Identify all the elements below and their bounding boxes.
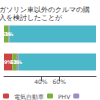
svg-text:ガソリン車以外のクルマの購: ガソリン車以外のクルマの購 <box>0 6 90 14</box>
svg-text:60%: 60% <box>53 78 67 85</box>
svg-text:9%: 9% <box>3 59 13 65</box>
svg-text:電気自動車: 電気自動車 <box>14 93 44 100</box>
svg-text:2%: 2% <box>14 59 23 65</box>
svg-text:入を検討したことが: 入を検討したことが <box>0 14 63 22</box>
svg-text:1%: 1% <box>5 31 14 37</box>
svg-text:PHV: PHV <box>58 93 71 100</box>
svg-text:40%: 40% <box>34 78 48 85</box>
